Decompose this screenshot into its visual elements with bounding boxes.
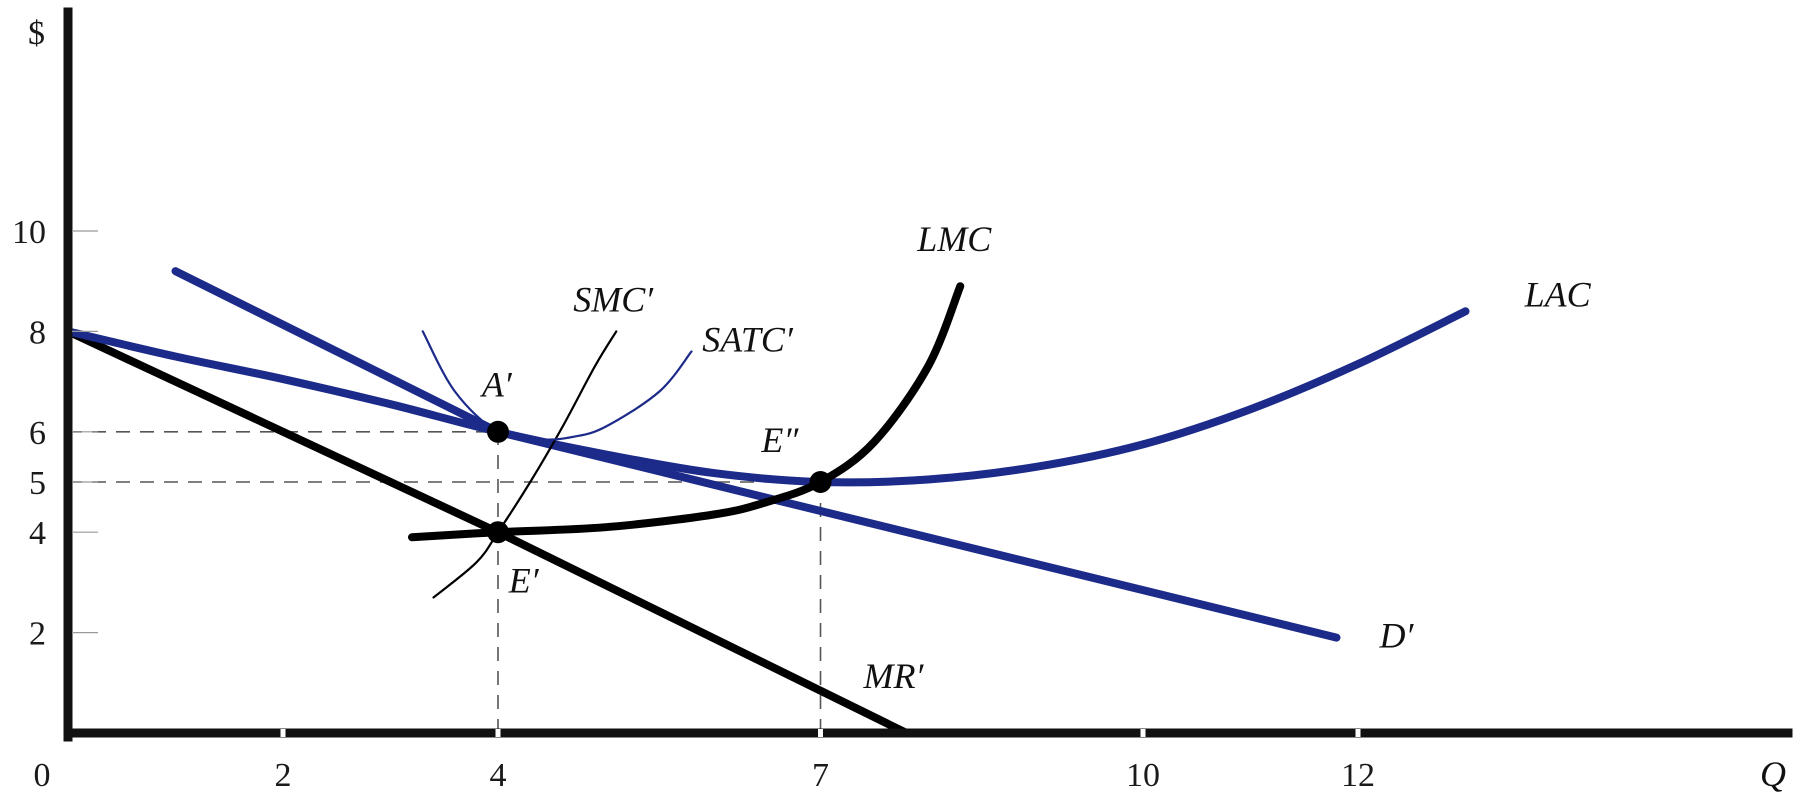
y-tick-label: 5 bbox=[29, 465, 46, 502]
curve-lac bbox=[64, 307, 1470, 487]
label-e-double-prime: E″ bbox=[760, 420, 799, 460]
label-lmc: LMC bbox=[916, 219, 992, 259]
x-tick-label: 2 bbox=[275, 757, 292, 793]
point-e-prime bbox=[487, 521, 509, 544]
label-e-prime: E′ bbox=[508, 560, 540, 600]
curve-lmc bbox=[408, 282, 965, 542]
point-a-prime bbox=[487, 420, 509, 443]
points bbox=[487, 420, 832, 544]
x-tick-label: 12 bbox=[1341, 757, 1375, 793]
x-axis-label: Q bbox=[1760, 754, 1786, 793]
y-tick-label: 6 bbox=[29, 415, 46, 452]
y-tick-label: 4 bbox=[29, 515, 46, 552]
x-tick-label: 4 bbox=[490, 757, 507, 793]
label-lac: LAC bbox=[1524, 274, 1592, 314]
point-e-double-prime bbox=[809, 471, 832, 493]
label-smc-prime: SMC′ bbox=[573, 279, 654, 319]
y-tick-label: 10 bbox=[12, 214, 46, 251]
label-mr-prime: MR′ bbox=[863, 656, 925, 696]
y-tick-label: 2 bbox=[29, 616, 46, 653]
y-axis-label: $ bbox=[28, 15, 45, 52]
label-d-prime: D′ bbox=[1379, 616, 1415, 656]
axes bbox=[63, 7, 1793, 742]
curve-labels: D′ MR′ LAC LMC SMC′ SATC′ A′ E′ E″ bbox=[480, 219, 1592, 696]
origin-label: 0 bbox=[34, 757, 51, 793]
curve-smc-prime bbox=[432, 330, 618, 599]
y-tick-label: 8 bbox=[29, 314, 46, 351]
guide-lines bbox=[68, 430, 822, 733]
x-tick-label: 10 bbox=[1126, 757, 1160, 793]
label-satc-prime: SATC′ bbox=[702, 319, 794, 359]
curve-satc-prime bbox=[421, 330, 693, 441]
tick-labels: 2 4 7 10 12 2 4 5 6 8 10 bbox=[12, 214, 1375, 793]
x-tick-label: 7 bbox=[812, 757, 829, 793]
label-a-prime: A′ bbox=[480, 365, 513, 405]
